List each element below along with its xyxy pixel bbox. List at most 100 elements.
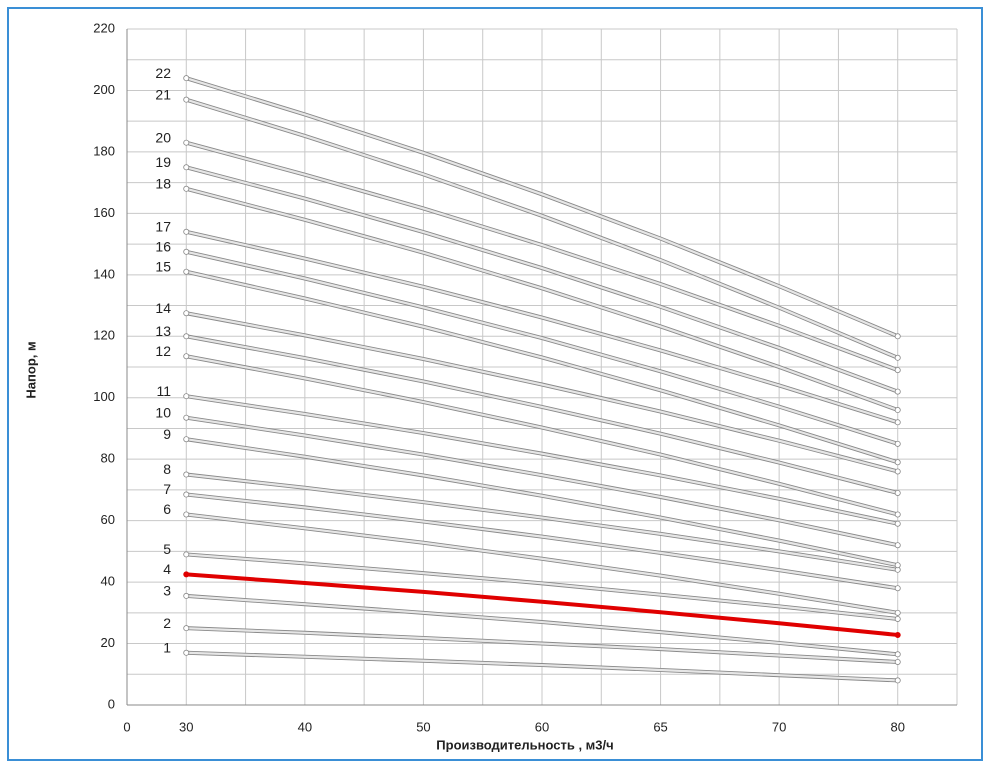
series-label: 21 — [155, 86, 171, 102]
y-tick-label: 20 — [101, 635, 115, 650]
end-marker — [183, 333, 190, 340]
end-marker — [894, 407, 901, 414]
x-tick-label: 60 — [535, 719, 549, 734]
series-label: 11 — [156, 383, 171, 399]
end-marker — [183, 75, 190, 82]
x-tick-label: 80 — [890, 719, 904, 734]
line — [186, 270, 899, 464]
x-tick-label: 50 — [416, 719, 430, 734]
series-label: 2 — [163, 615, 171, 631]
line — [186, 438, 898, 567]
x-tick-label: 65 — [653, 719, 667, 734]
end-marker — [183, 491, 190, 498]
end-marker — [894, 542, 901, 549]
end-marker — [894, 658, 901, 665]
line — [186, 651, 898, 682]
series-label: 14 — [155, 300, 171, 316]
end-marker — [894, 468, 901, 475]
series-label: 7 — [163, 481, 171, 497]
x-tick-label: 40 — [298, 719, 312, 734]
end-marker — [183, 551, 190, 558]
y-axis-title: Напор, м — [23, 341, 38, 398]
line — [186, 230, 899, 424]
end-marker — [894, 631, 901, 638]
y-tick-label: 180 — [93, 143, 115, 158]
x-origin-label: 0 — [123, 719, 130, 734]
series-label: 10 — [155, 404, 171, 420]
series-label: 4 — [163, 561, 171, 577]
line — [186, 250, 899, 445]
end-marker — [183, 436, 190, 443]
x-axis-title: Производительность , м3/ч — [436, 737, 613, 752]
y-tick-label: 80 — [101, 451, 115, 466]
line — [186, 187, 899, 412]
end-marker — [894, 562, 901, 569]
series-label: 3 — [163, 583, 171, 599]
series-label: 12 — [155, 343, 171, 359]
line — [186, 473, 898, 571]
y-tick-label: 200 — [93, 82, 115, 97]
end-marker — [894, 677, 901, 684]
end-marker — [183, 571, 190, 578]
series-label: 6 — [163, 501, 171, 517]
end-marker — [894, 459, 901, 466]
end-marker — [894, 615, 901, 622]
end-marker — [894, 520, 901, 527]
end-marker — [183, 393, 190, 400]
line — [186, 312, 898, 473]
end-marker — [183, 268, 190, 275]
series-label: 17 — [155, 219, 171, 235]
end-marker — [183, 310, 190, 317]
line — [186, 627, 898, 664]
end-marker — [183, 96, 190, 103]
end-marker — [894, 333, 901, 340]
end-marker — [894, 367, 901, 374]
series-label: 9 — [163, 426, 171, 442]
end-marker — [894, 651, 901, 658]
y-tick-label: 100 — [93, 389, 115, 404]
series-label: 18 — [155, 175, 171, 191]
end-marker — [183, 185, 190, 192]
y-tick-label: 0 — [108, 696, 115, 711]
series-label: 5 — [163, 541, 171, 557]
end-marker — [894, 419, 901, 426]
line — [185, 77, 899, 338]
end-marker — [183, 649, 190, 656]
line — [186, 513, 898, 614]
line — [186, 395, 898, 525]
end-marker — [894, 354, 901, 361]
end-marker — [183, 139, 190, 146]
y-tick-label: 60 — [101, 512, 115, 527]
end-marker — [183, 248, 190, 255]
series-label: 16 — [155, 238, 171, 254]
series-label: 8 — [163, 461, 171, 477]
y-tick-label: 140 — [93, 266, 115, 281]
y-tick-label: 40 — [101, 574, 115, 589]
series-label: 22 — [155, 65, 171, 81]
end-marker — [894, 511, 901, 518]
end-marker — [183, 511, 190, 518]
line — [186, 335, 898, 495]
end-marker — [183, 414, 190, 421]
end-marker — [894, 585, 901, 592]
series-label: 1 — [163, 639, 171, 655]
x-tick-label: 70 — [772, 719, 786, 734]
series-label: 13 — [155, 323, 171, 339]
end-marker — [183, 228, 190, 235]
y-tick-label: 120 — [93, 328, 115, 343]
end-marker — [183, 471, 190, 478]
line — [186, 493, 898, 590]
end-marker — [183, 625, 190, 632]
end-marker — [183, 353, 190, 360]
end-marker — [894, 388, 901, 395]
line — [186, 572, 898, 637]
end-marker — [894, 489, 901, 496]
y-tick-label: 220 — [93, 20, 115, 35]
x-tick-label: 30 — [179, 719, 193, 734]
end-marker — [183, 592, 190, 599]
frame — [7, 7, 983, 761]
line — [186, 594, 898, 656]
line — [186, 166, 899, 393]
line — [186, 416, 898, 547]
